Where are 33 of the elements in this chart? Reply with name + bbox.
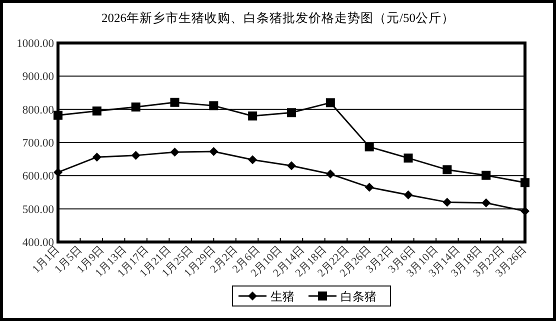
point bbox=[482, 198, 491, 208]
y-tick-label: 800.00 bbox=[22, 104, 54, 116]
point bbox=[131, 150, 140, 160]
legend-label: 白条猪 bbox=[340, 290, 376, 304]
point bbox=[404, 190, 413, 200]
point bbox=[442, 198, 452, 207]
point bbox=[287, 108, 296, 118]
point bbox=[54, 110, 62, 120]
point bbox=[248, 155, 258, 164]
point bbox=[209, 101, 218, 110]
y-tick-label: 600.00 bbox=[22, 170, 54, 183]
point bbox=[326, 170, 335, 179]
point bbox=[326, 98, 335, 108]
point bbox=[170, 98, 180, 107]
point bbox=[520, 178, 530, 188]
point bbox=[131, 102, 140, 112]
point bbox=[170, 148, 180, 157]
chart-title: 2026年新乡市生猪收购、白条猪批发价格走势图（元/50公斤） bbox=[102, 11, 454, 25]
point bbox=[248, 111, 258, 120]
point bbox=[287, 161, 296, 170]
point bbox=[209, 146, 218, 156]
point bbox=[92, 106, 102, 116]
point bbox=[364, 182, 374, 192]
y-tick-label: 1000.00 bbox=[16, 38, 54, 50]
point bbox=[442, 165, 452, 174]
y-tick-label: 700.00 bbox=[22, 138, 54, 150]
point bbox=[482, 170, 491, 180]
y-tick-label: 500.00 bbox=[22, 204, 54, 216]
legend-label: 生猪 bbox=[270, 290, 294, 304]
point bbox=[92, 152, 102, 162]
point bbox=[364, 142, 374, 152]
point bbox=[404, 154, 413, 163]
y-tick-label: 900.00 bbox=[22, 71, 54, 84]
